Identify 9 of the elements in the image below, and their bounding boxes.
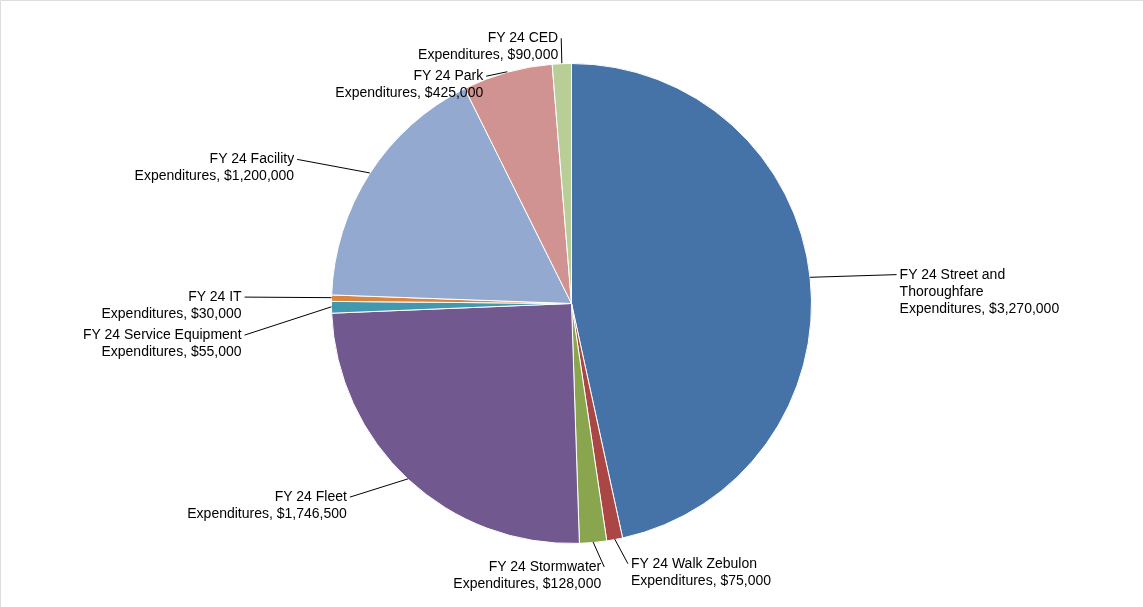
slice-label: FY 24 Service Equipment Expenditures, $55,000 [83, 326, 242, 360]
slice-label: FY 24 Facility Expenditures, $1,200,000 [134, 150, 295, 184]
slice-label: FY 24 Park Expenditures, $425,000 [335, 67, 485, 101]
slice-label: FY 24 CED Expenditures, $90,000 [418, 29, 559, 63]
slice-label: FY 24 Fleet Expenditures, $1,746,500 [187, 488, 348, 522]
slice-label: FY 24 Walk Zebulon Expenditures, $75,000 [630, 554, 772, 588]
slice-label: FY 24 Street and Thoroughfare Expenditures, $3,270,000 [899, 265, 1060, 316]
slice-label: FY 24 Stormwater Expenditures, $128,000 [453, 557, 602, 591]
slice-label: FY 24 IT Expenditures, $30,000 [101, 288, 243, 322]
